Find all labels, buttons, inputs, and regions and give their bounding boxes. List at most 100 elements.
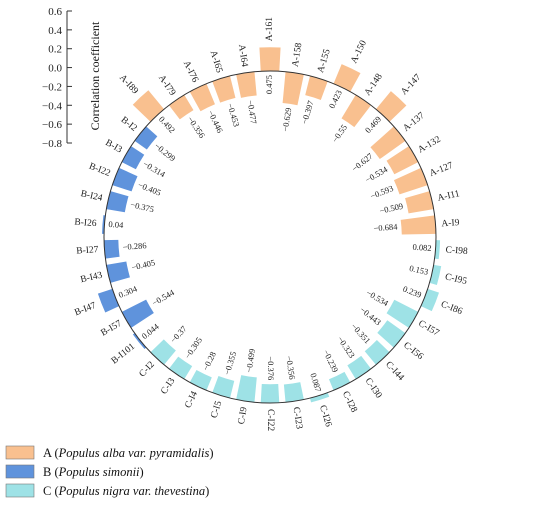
bar-a-i65	[212, 75, 236, 103]
category-label: B-I101	[110, 342, 137, 367]
legend-swatch	[5, 483, 35, 498]
value-label: −0.477	[246, 99, 259, 124]
category-label: B-I47	[73, 301, 98, 318]
legend-group-letter: A (	[43, 446, 59, 460]
category-label: A-127	[428, 161, 454, 179]
value-label: −0.453	[225, 102, 242, 128]
zero-baseline-circle	[103, 70, 437, 404]
category-label: A-132	[417, 135, 443, 156]
category-label: C-I30	[363, 376, 384, 400]
value-label: 0.153	[408, 263, 429, 277]
value-label: 0.082	[412, 242, 432, 253]
baseline-layer	[103, 70, 437, 404]
value-label: −0.305	[182, 335, 204, 360]
bar-b-i24	[106, 191, 129, 213]
value-label: −0.356	[284, 355, 297, 380]
value-label: −0.499	[244, 348, 257, 373]
category-label: C-I86	[439, 300, 464, 317]
category-label: B-I2	[119, 115, 139, 134]
value-label: −0.627	[350, 151, 375, 174]
value-label: −0.299	[153, 141, 178, 164]
legend-item-b: B (Populus simonii)	[5, 464, 144, 479]
bar-c-i23	[283, 382, 304, 403]
category-label: A-155	[316, 48, 333, 74]
bar-c-i4	[189, 370, 212, 391]
category-label: C-I95	[444, 272, 468, 287]
value-label: 0.087	[308, 372, 323, 393]
category-label: A-150	[349, 39, 369, 65]
bar-b-i22	[112, 167, 138, 192]
bar-a-i79	[168, 94, 194, 120]
value-label: 0.239	[402, 284, 423, 300]
legend-species: Populus nigra var. thevestina	[58, 484, 206, 498]
value-label: −0.629	[280, 107, 293, 132]
legend-close-paren: )	[205, 484, 209, 498]
bar-a-155	[305, 75, 328, 100]
y-tick-label: 0.2	[48, 44, 62, 56]
y-tick-label: −0.2	[42, 81, 62, 93]
bar-a-127	[393, 167, 428, 195]
category-label: B-I22	[87, 162, 112, 179]
category-label: C-I5	[210, 400, 225, 420]
value-label: −0.534	[364, 287, 390, 308]
value-label: −0.286	[122, 240, 147, 252]
category-label: A-I64	[236, 44, 249, 68]
category-label: C-I26	[317, 404, 333, 428]
legend-swatch	[5, 464, 35, 479]
bar-a-158	[282, 71, 304, 106]
bar-a-132	[386, 146, 419, 175]
value-label: −0.405	[137, 180, 163, 198]
y-tick-label: −0.4	[42, 100, 62, 112]
y-axis: Correlation coefficient 0.6 0.4 0.2 0.0 −0.2…	[42, 6, 102, 150]
category-label: C-I98	[445, 245, 468, 257]
category-label: A-147	[399, 72, 423, 97]
value-label: 0.475	[264, 75, 274, 94]
category-label: A-I9	[441, 218, 460, 229]
value-label: −0.37	[168, 324, 189, 345]
category-label: B-I57	[99, 319, 123, 339]
category-label: A-158	[291, 42, 305, 68]
value-label: −0.239	[321, 348, 340, 374]
bar-c-i28	[328, 371, 351, 391]
bar-b-i57	[121, 299, 154, 328]
category-label: C-I56	[401, 340, 425, 362]
bar-a-i9	[400, 215, 436, 235]
bar-c-i5	[212, 376, 235, 399]
category-label: A-161	[265, 17, 275, 42]
legend-label: C (Populus nigra var. thevestina)	[43, 484, 209, 498]
category-label: B-I3	[103, 138, 123, 155]
category-label: B-I24	[80, 189, 104, 204]
y-tick-label: 0.0	[48, 63, 62, 75]
category-label: C-I4	[183, 390, 200, 410]
legend-item-c: C (Populus nigra var. thevestina)	[5, 483, 209, 498]
legend-species: Populus simonii	[58, 465, 140, 479]
value-label: −0.376	[266, 356, 276, 380]
category-label: A-I65	[208, 50, 224, 75]
bar-b-i43	[106, 261, 130, 283]
category-label: C-I9	[237, 406, 250, 425]
legend-item-a: A (Populus alba var. pyramidalis)	[5, 445, 214, 460]
value-label: −0.509	[378, 201, 404, 216]
bar-b-i27	[104, 239, 120, 259]
legend-species: Populus alba var. pyramidalis	[58, 446, 210, 460]
legend-label: B (Populus simonii)	[43, 465, 144, 479]
value-label: −0.593	[369, 183, 395, 201]
bar-c-i56	[377, 320, 406, 348]
legend: A (Populus alba var. pyramidalis) B (Popu…	[5, 445, 214, 498]
value-label: −0.28	[200, 350, 218, 372]
legend-swatch	[5, 445, 35, 460]
y-tick-label: −0.8	[42, 138, 62, 150]
value-label: 0.423	[327, 88, 344, 110]
y-tick-label: 0.4	[48, 25, 62, 37]
value-label: −0.323	[335, 334, 357, 359]
bar-c-i2	[150, 339, 176, 365]
bar-c-i44	[364, 340, 390, 365]
value-label: −0.446	[206, 109, 225, 135]
category-label: C-I44	[383, 360, 406, 383]
value-label: −0.397	[299, 99, 316, 125]
legend-label: A (Populus alba var. pyramidalis)	[43, 446, 214, 460]
bar-c-i95	[429, 264, 442, 286]
value-label: −0.405	[130, 257, 156, 272]
category-label: C-I22	[265, 409, 275, 431]
